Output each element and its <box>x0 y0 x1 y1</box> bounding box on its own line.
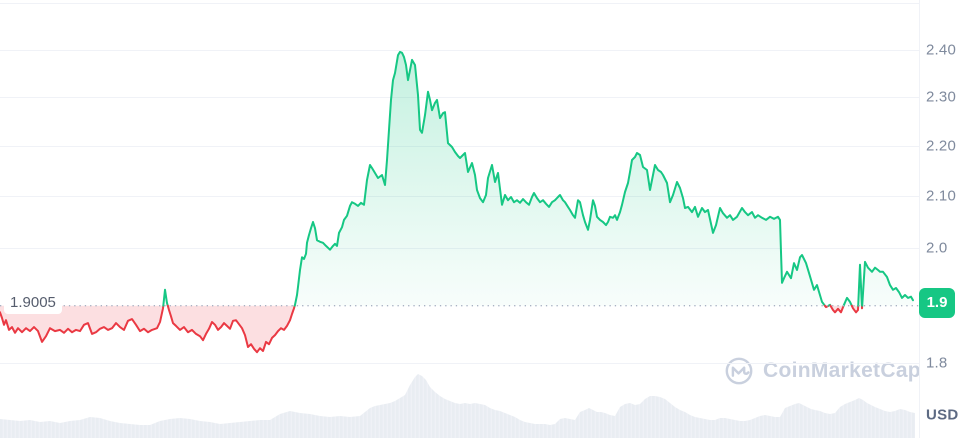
price-line-down <box>829 304 845 314</box>
price-line-up <box>857 263 863 307</box>
y-axis-unit-label: USD <box>926 406 959 424</box>
price-area-down <box>167 305 295 353</box>
price-line-up <box>861 260 914 307</box>
price-area-up <box>843 297 852 306</box>
price-area-down <box>0 305 164 342</box>
price-line-down <box>0 304 165 343</box>
price-line-up <box>293 50 826 307</box>
price-line-down <box>850 304 860 314</box>
price-line-up <box>162 288 169 307</box>
last-price-badge: 1.9 <box>919 288 955 318</box>
price-line-down <box>166 304 296 354</box>
current-price-label: 1.9005 <box>4 292 62 314</box>
volume-area <box>0 374 915 438</box>
price-area-up <box>294 51 825 306</box>
